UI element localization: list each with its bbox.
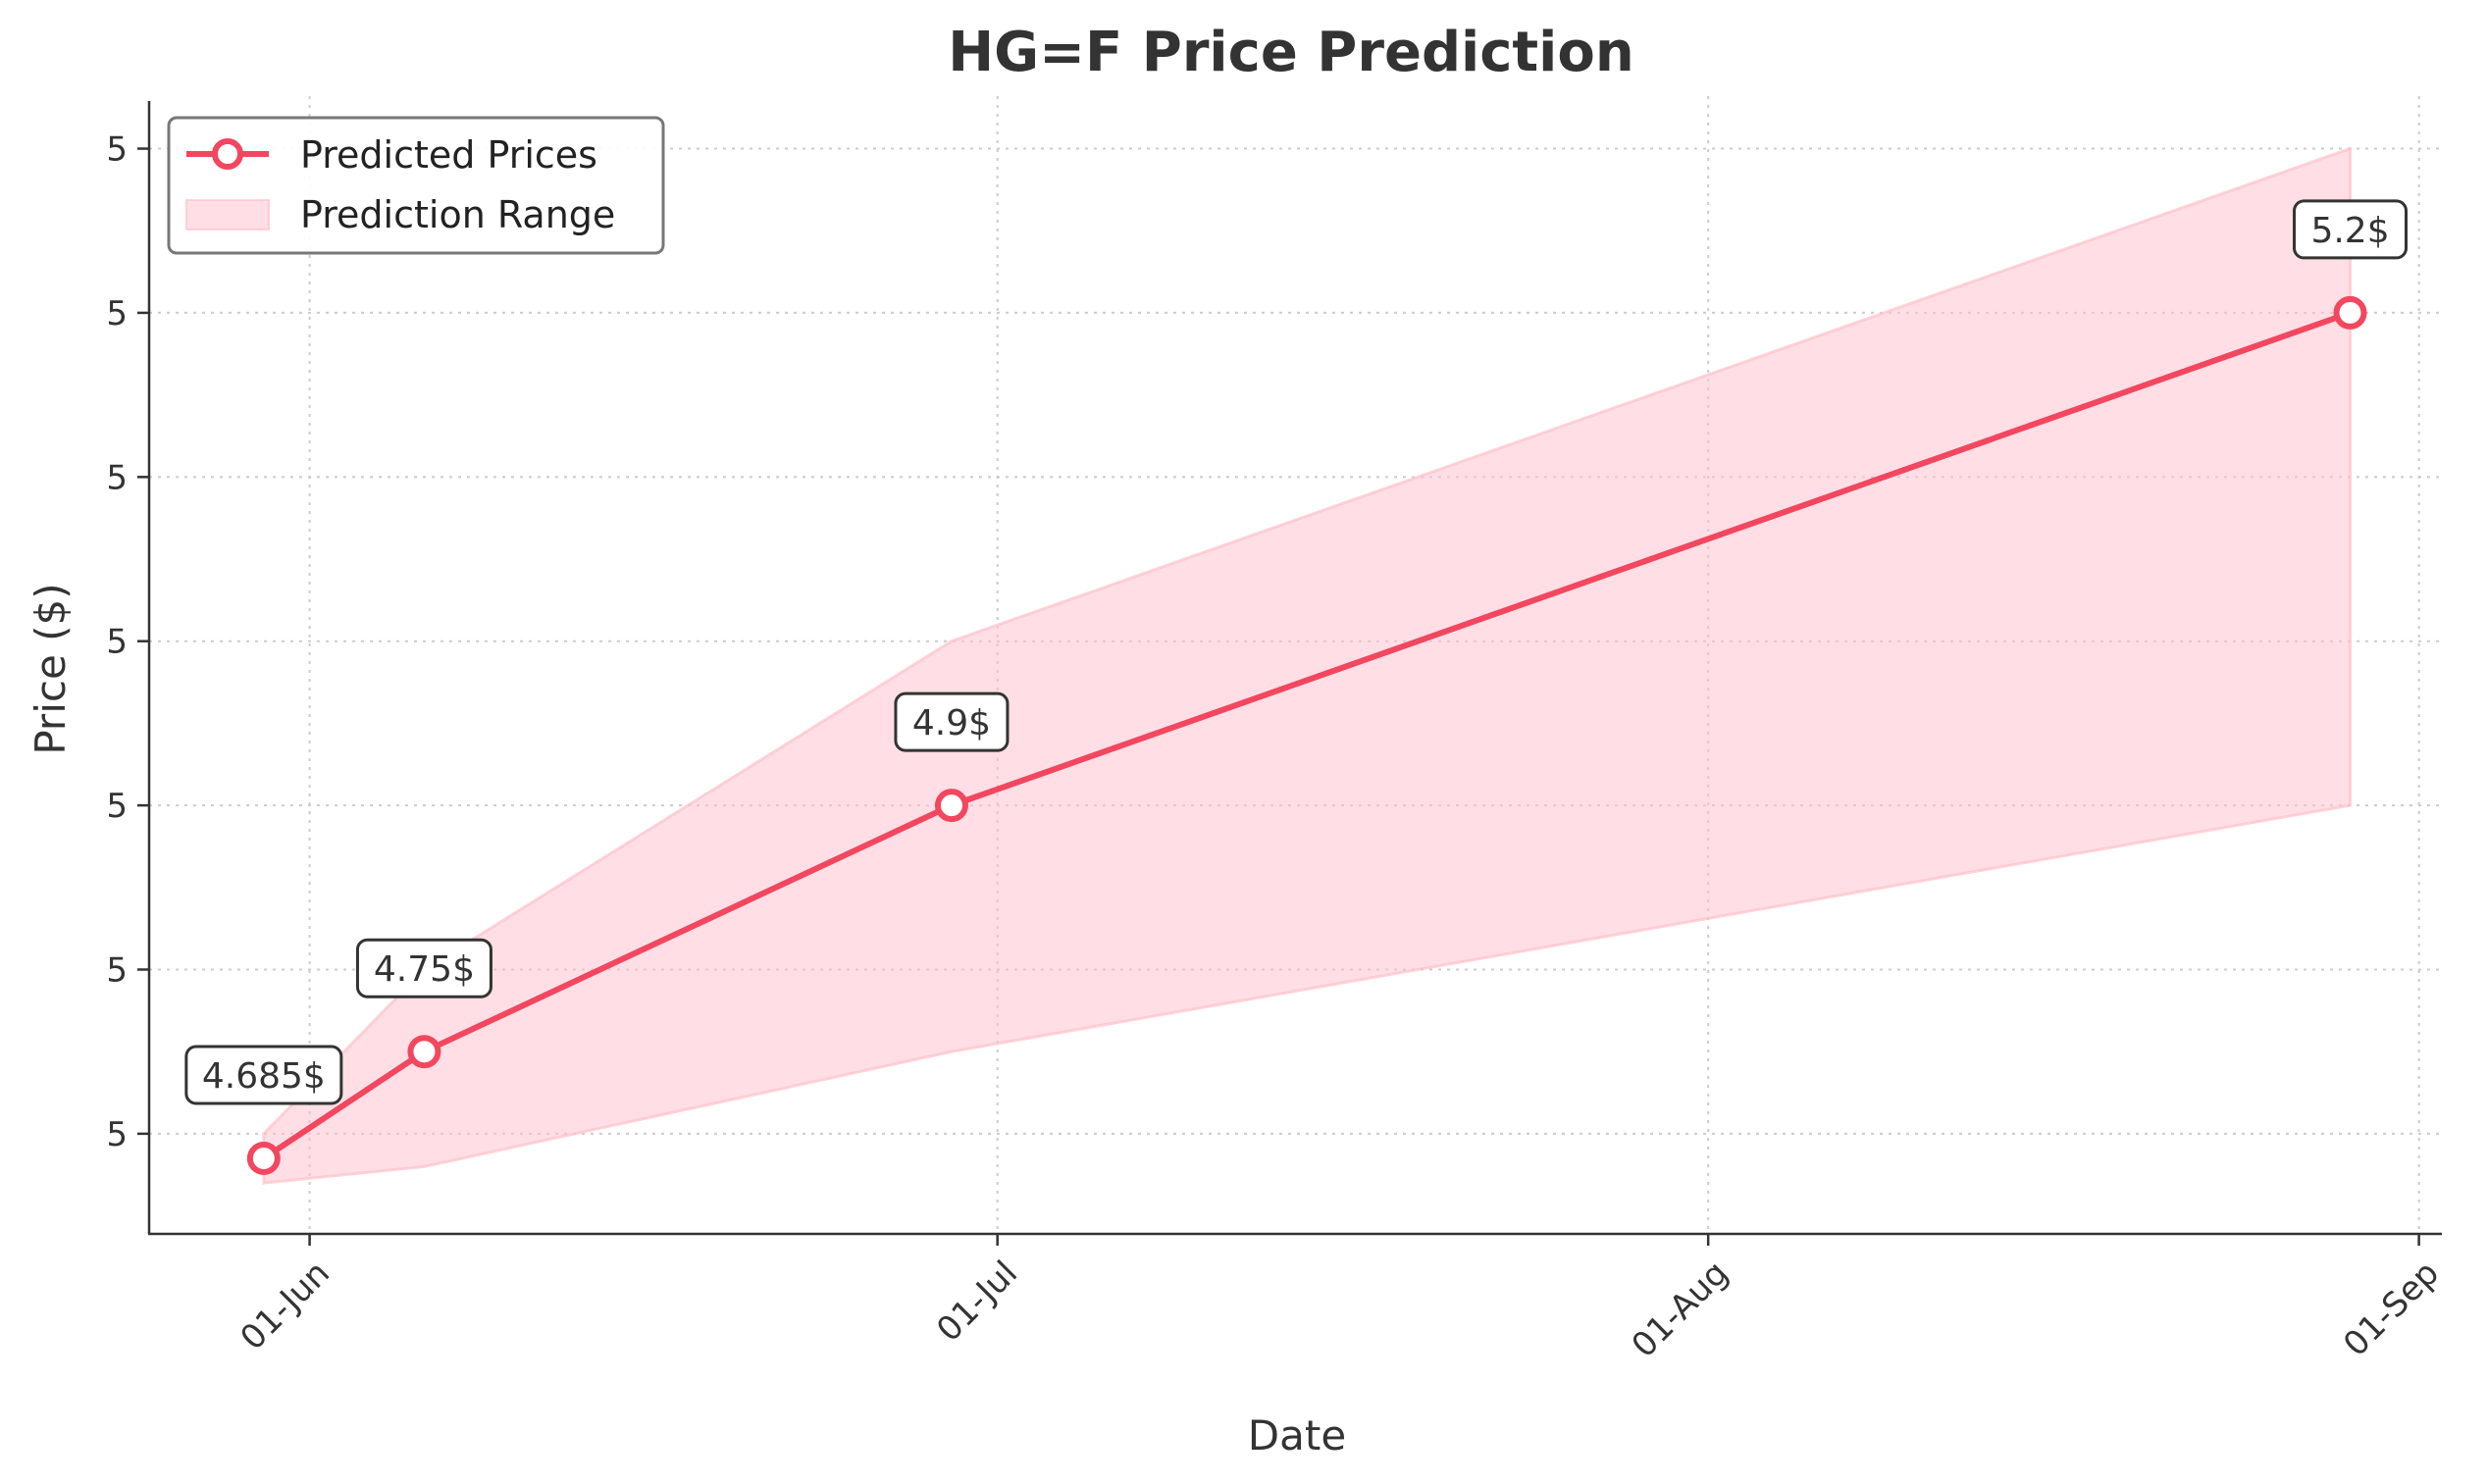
data-annotations: 4.685$ 4.75$ 4.9$ 5.2$ xyxy=(184,199,2409,1105)
legend-frame xyxy=(167,116,665,255)
data-point-marker xyxy=(2333,295,2367,330)
data-point-marker xyxy=(407,1035,441,1069)
prediction-range-band xyxy=(262,146,2353,1185)
y-tick-label: 5 xyxy=(106,294,128,333)
data-point-marker xyxy=(934,789,968,823)
data-label: 5.2$ xyxy=(2310,211,2389,251)
data-label: 4.75$ xyxy=(374,949,475,990)
x-tick-label: 01-Sep xyxy=(2336,1254,2447,1364)
y-tick-label: 5 xyxy=(106,458,128,497)
data-label: 4.9$ xyxy=(912,703,991,743)
predicted-prices-line xyxy=(262,310,2352,1161)
legend-range-swatch xyxy=(185,199,270,230)
y-tick-label: 5 xyxy=(106,130,128,170)
y-tick-label: 5 xyxy=(106,623,128,662)
x-tick-label: 01-Jul xyxy=(929,1254,1025,1350)
y-tick-label: 5 xyxy=(106,951,128,991)
y-tick-label: 5 xyxy=(106,787,128,826)
axes xyxy=(147,101,2442,1236)
y-tick-label: 5 xyxy=(106,1115,128,1154)
legend-marker-swatch xyxy=(212,138,243,170)
legend-label-prediction-range: Prediction Range xyxy=(300,193,615,236)
data-label: 4.685$ xyxy=(202,1056,326,1097)
data-label-box xyxy=(355,938,492,998)
data-point-marker xyxy=(246,1142,281,1175)
data-label-box xyxy=(894,691,1010,752)
data-label-box xyxy=(2293,199,2409,260)
x-tick-label: 01-Jun xyxy=(233,1254,337,1357)
chart-title: HG=F Price Prediction xyxy=(948,21,1633,84)
y-axis-label: Price ($) xyxy=(26,583,75,754)
legend: Predicted Prices Prediction Range xyxy=(167,116,665,255)
data-label-box xyxy=(184,1045,343,1105)
legend-label-predicted-prices: Predicted Prices xyxy=(300,133,597,177)
y-axis-ticks: 5 5 5 5 5 5 5 xyxy=(106,130,149,1154)
x-axis-label: Date xyxy=(1248,1411,1346,1459)
x-tick-label: 01-Aug xyxy=(1625,1254,1736,1365)
x-axis-ticks: 01-Jun 01-Jul 01-Aug 01-Sep xyxy=(233,1234,2447,1365)
data-markers xyxy=(246,295,2367,1175)
